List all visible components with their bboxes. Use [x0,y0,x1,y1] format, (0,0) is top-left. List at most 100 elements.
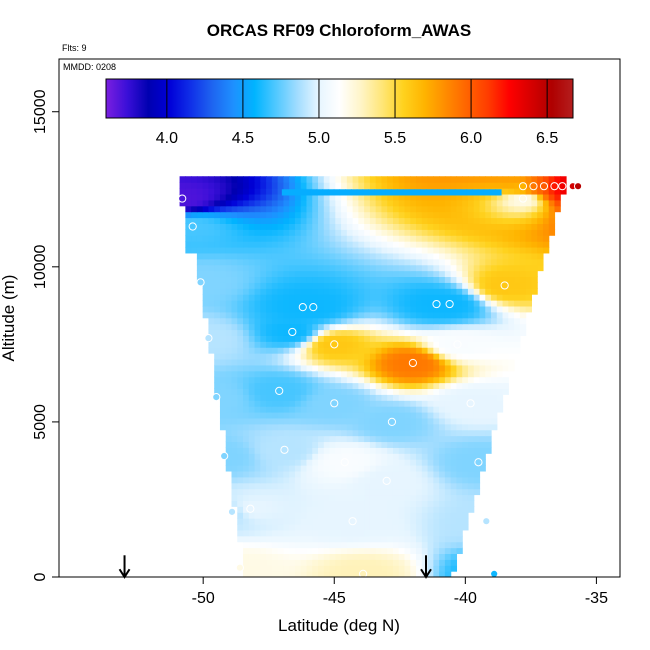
heatmap-cell [508,241,515,248]
heatmap-cell [375,459,383,466]
heatmap-cell [306,211,313,219]
heatmap-cell [456,182,463,189]
heatmap-cell [369,500,377,507]
heatmap-cell [318,506,325,513]
heatmap-cell [219,264,227,272]
heatmap-cell [392,506,400,513]
heatmap-cell [508,311,515,319]
heatmap-cell [491,417,498,425]
heatmap-cell [329,441,336,448]
heatmap-cell [398,235,406,242]
heatmap-cell [341,270,348,278]
heatmap-cell [473,288,481,295]
heatmap-cell [335,300,342,307]
heatmap-cell [306,547,313,555]
heatmap-cell [496,241,504,248]
heatmap-cell [364,559,371,566]
heatmap-cell [444,494,452,501]
heatmap-cell [289,559,296,566]
heatmap-cell [300,482,308,490]
heatmap-cell [410,182,417,189]
heatmap-cell [304,189,312,196]
heatmap-cell [381,494,388,501]
heatmap-cell [346,406,354,413]
heatmap-cell [254,282,261,289]
heatmap-cell [410,559,417,566]
heatmap-cell [306,300,313,307]
heatmap-cell [467,459,475,466]
heatmap-cell [312,176,319,183]
heatmap-cell [364,364,371,372]
heatmap-cell [289,482,296,490]
heatmap-cell [254,329,261,336]
heatmap-cell [398,512,406,519]
heatmap-cell [525,182,532,189]
heatmap-cell [306,246,313,254]
heatmap-cell [254,518,261,525]
heatmap-cell [294,447,302,454]
heatmap-cell [260,353,267,360]
heatmap-cell [381,541,388,549]
heatmap-cell [387,311,394,319]
heatmap-cell [248,453,256,460]
heatmap-cell [283,571,290,577]
heatmap-cell [416,364,423,372]
heatmap-cell [237,258,244,266]
heatmap-cell [202,311,210,319]
heatmap-cell [416,311,423,319]
heatmap-cell [196,264,204,272]
heatmap-cell [323,370,331,378]
heatmap-cell [404,529,411,537]
heatmap-cell [289,423,296,431]
heatmap-cell [346,199,354,207]
heatmap-cell [341,482,348,490]
heatmap-cell [392,465,400,472]
heatmap-cell [502,347,509,354]
heatmap-cell [421,470,429,478]
heatmap-cell [300,229,308,236]
heatmap-cell [410,246,417,254]
heatmap-cell [260,182,267,189]
heatmap-cell [208,347,215,354]
heatmap-cell [271,300,279,307]
heatmap-cell [341,358,348,366]
heatmap-cell [254,305,261,313]
heatmap-cell [306,282,313,289]
heatmap-cell [485,388,492,395]
heatmap-cell [398,453,406,460]
heatmap-cell [514,347,521,354]
heatmap-cell [231,311,238,319]
heatmap-cell [364,571,371,577]
heatmap-cell [254,388,261,395]
heatmap-cell [491,394,498,401]
heatmap-cell [318,565,325,572]
heatmap-cell [306,476,313,484]
sample-point [298,303,307,312]
heatmap-cell [479,459,486,466]
heatmap-cell [323,376,331,384]
heatmap-cell [306,182,313,189]
heatmap-cell [219,217,227,224]
heatmap-cell [214,205,221,213]
heatmap-cell [289,370,296,378]
heatmap-cell [231,423,238,431]
heatmap-cell [248,565,256,572]
sample-point [235,563,244,572]
heatmap-cell [225,441,233,448]
heatmap-cell [306,305,313,313]
heatmap-cell [191,205,198,213]
heatmap-cell [491,264,498,272]
heatmap-cell [266,470,273,478]
heatmap-cell [335,370,342,378]
heatmap-cell [485,229,492,236]
heatmap-cell [364,347,371,354]
y-tick-label: 10000 [32,244,49,289]
heatmap-cell [358,335,365,342]
heatmap-cell [421,282,429,289]
heatmap-cell [318,358,325,366]
heatmap-cell [381,364,388,372]
heatmap-cell [312,182,319,189]
heatmap-cell [335,235,342,242]
heatmap-cell [416,353,423,360]
heatmap-cell [300,193,308,201]
